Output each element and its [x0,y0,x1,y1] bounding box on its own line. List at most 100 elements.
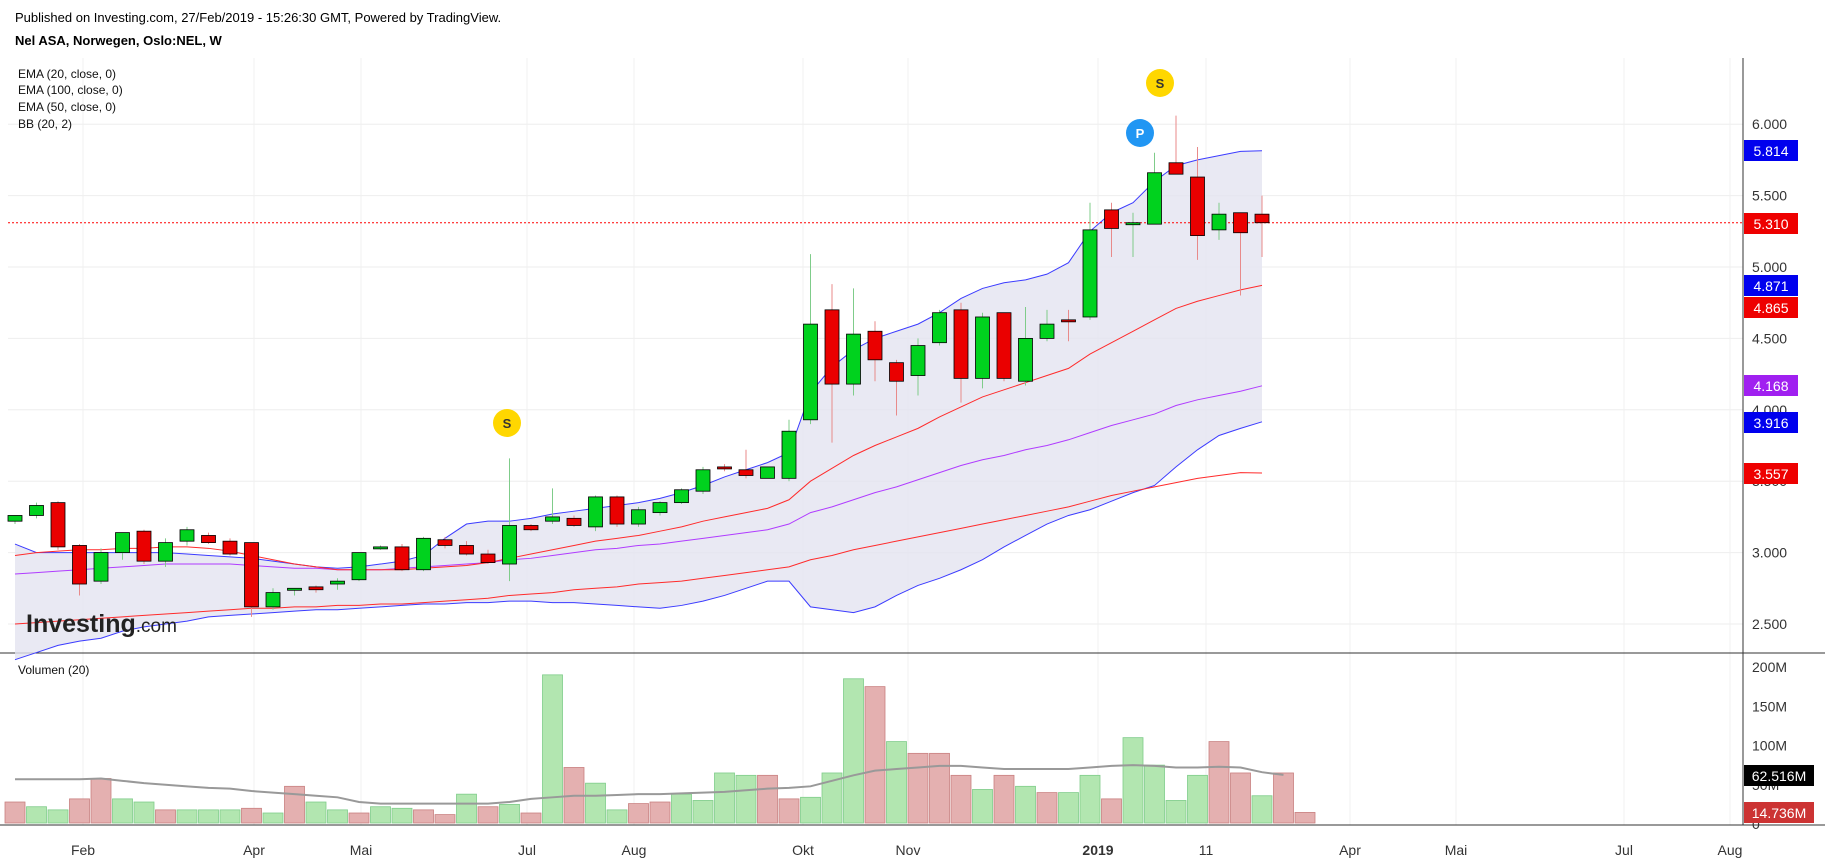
candle-body [1104,209,1119,229]
volume-bar [391,807,413,824]
volume-bar [499,803,520,824]
volume-bar [284,785,305,824]
candle-body [93,552,109,582]
volume-bar [241,807,262,824]
x-tick-label: Aug [1718,842,1743,858]
volume-bar [1015,785,1036,824]
x-tick-label: Nov [896,842,921,858]
candle-body [265,592,281,608]
volume-bar [112,798,133,824]
candle-body [867,330,883,361]
volume-bar [520,812,542,824]
volume-bar [993,774,1015,824]
candle-body [975,316,990,379]
price-tag-label: 3.557 [1753,466,1788,482]
volume-bar [714,772,735,824]
volume-bar [477,806,499,824]
volume-bar [735,774,757,824]
published-caption: Published on Investing.com, 27/Feb/2019 … [15,10,502,25]
candle-body [1147,172,1162,225]
chart-axes: 6.0005.5005.0004.5004.0003.5003.0002.500… [71,116,1814,858]
legend-ema100[interactable]: EMA (100, close, 0) [18,83,123,97]
candle-body [287,587,302,591]
volume-bar [133,801,155,824]
candle-body [308,586,324,591]
volume-bar [456,793,477,824]
candle-body [201,535,216,544]
volume-bar [1122,737,1144,824]
price-tag [1744,275,1798,296]
price-tag [1744,213,1798,234]
volume-tag [1744,765,1814,786]
volume-tag-label: 62.516M [1752,768,1806,784]
candle-body [738,469,754,476]
x-tick-label: Jul [1615,842,1633,858]
y-tick-label: 5.500 [1752,188,1787,204]
y-tick-label: 6.000 [1752,116,1787,132]
candle-body [760,466,775,479]
volume-bar [886,741,907,824]
volume-bar [26,806,47,824]
price-tag-label: 4.871 [1753,278,1788,294]
volume-bar [434,814,456,824]
candle-body [244,542,259,608]
volume-bar [907,752,929,824]
bollinger-lower [14,421,1263,661]
volume-label[interactable]: Volumen (20) [18,663,89,677]
candle-body [846,333,861,385]
volume-bar [219,809,241,824]
x-tick-label: Jul [518,842,536,858]
chart-grid [0,58,1825,826]
candle-body [953,309,969,379]
symbol-title: Nel ASA, Norwegen, Oslo:NEL, W [15,33,222,48]
marker-p-icon [1126,119,1154,147]
candle-body [1125,222,1141,226]
volume-bar [972,789,993,824]
y-tick-label: 5.000 [1752,259,1787,275]
ema100-line [14,472,1263,625]
volume-bar [821,772,843,824]
candle-body [910,345,926,376]
y-tick-label: 2.500 [1752,616,1787,632]
volume-bar [1165,800,1187,824]
volume-bar [348,812,370,824]
candle-body [1254,213,1270,224]
price-tag [1744,375,1798,396]
candle-body [695,469,711,492]
ema50-line [14,385,1263,575]
candle-body [351,552,367,581]
legend-bb[interactable]: BB (20, 2) [18,117,72,131]
candle-body [545,516,560,522]
x-tick-label: Okt [792,842,814,858]
candle-body [459,545,474,555]
volume-bar [1187,774,1208,824]
candle-body [1190,176,1205,236]
volume-bar [671,793,692,824]
volume-bar [542,674,563,824]
volume-ma-line [15,764,1284,805]
bollinger-band [14,150,1263,661]
x-tick-label: 11 [1199,842,1214,858]
candle-body [330,580,345,585]
volume-tag-label: 14.736M [1752,805,1806,821]
candles [7,115,1270,617]
candle-body [1082,229,1098,318]
legend-ema20[interactable]: EMA (20, close, 0) [18,67,116,81]
marker-s-icon [493,409,521,437]
candle-body [1233,212,1248,234]
volume-bar [1251,795,1273,824]
candle-body [115,532,130,553]
volume-bar [649,801,671,824]
legend-ema50[interactable]: EMA (50, close, 0) [18,100,116,114]
candle-body [7,515,23,522]
volume-tick-label: 200M [1752,659,1787,675]
candle-body [179,529,195,542]
marker-label: P [1136,126,1145,141]
price-tag-label: 3.916 [1753,415,1788,431]
y-tick-label: 3.000 [1752,545,1787,561]
volume-bar [69,798,90,824]
volume-bar [864,686,886,824]
marker-label: S [503,416,512,431]
volume-bar [47,809,69,824]
